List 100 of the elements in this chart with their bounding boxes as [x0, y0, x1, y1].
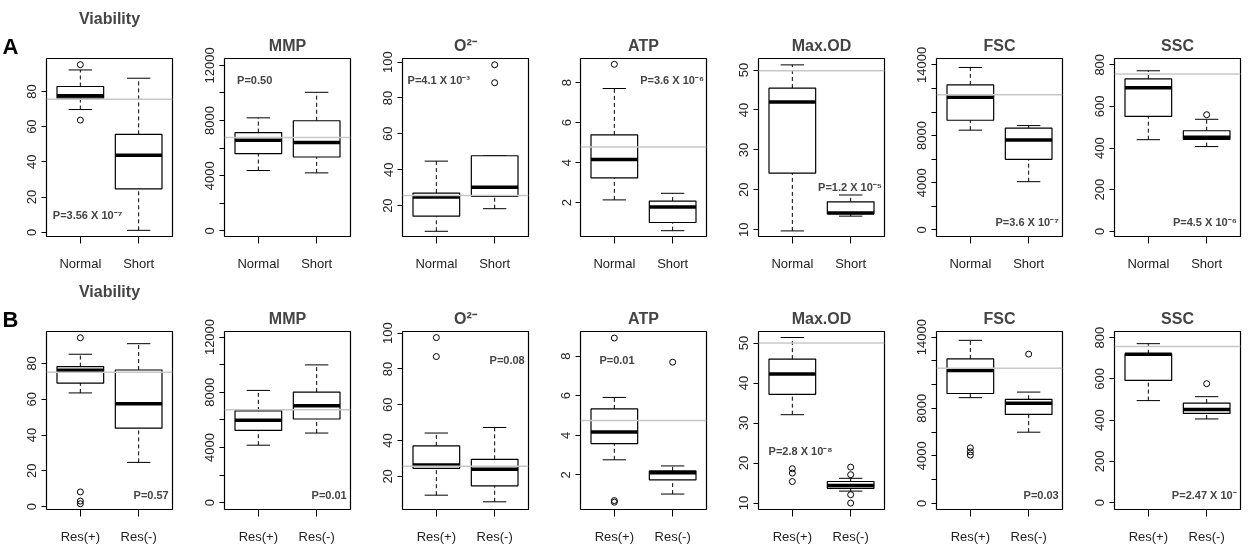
y-tick-label: 60: [24, 391, 40, 407]
x-tick-label: Normal: [1127, 255, 1170, 271]
y-tick-label: 2: [558, 198, 574, 207]
y-tick-label: 80: [380, 361, 396, 377]
x-tick-label: Res(+): [60, 528, 101, 544]
y-tick-label: 200: [1092, 178, 1108, 201]
y-tick-label: 4000: [914, 168, 930, 198]
y-tick-label: 50: [736, 335, 752, 351]
y-tick-label: 0: [914, 226, 930, 234]
x-tick-label: Res(-): [120, 528, 157, 544]
annotation: P=0.57: [133, 489, 169, 502]
chart-title: MMP: [268, 36, 307, 54]
x-tick-label: Short: [123, 255, 155, 271]
y-tick-label: 4: [558, 158, 574, 167]
y-tick-label: 400: [1092, 409, 1108, 432]
x-tick-label: Res(-): [654, 528, 691, 544]
y-tick-label: 6: [558, 392, 574, 400]
y-tick-label: 50: [736, 62, 752, 78]
chart-title: Max.OD: [791, 36, 852, 54]
y-tick-label: 60: [380, 126, 396, 142]
y-tick-label: 14000: [914, 319, 930, 356]
y-tick-label: 8000: [914, 121, 930, 151]
x-tick-label: Res(-): [832, 528, 869, 544]
annotation: P=3.6 X 10⁻⁷: [995, 216, 1060, 229]
annotation: P=4.1 X 10⁻³: [407, 73, 471, 86]
annotation: P=0.01: [311, 489, 347, 502]
y-tick-label: 80: [380, 90, 396, 106]
y-tick-label: 8: [558, 352, 574, 360]
x-tick-label: Res(-): [1010, 528, 1047, 544]
y-tick-label: 0: [1092, 227, 1108, 235]
x-tick-label: Res(+): [950, 528, 991, 544]
x-tick-label: Res(-): [476, 528, 513, 544]
y-tick-label: 20: [380, 198, 396, 213]
y-tick-label: 12000: [202, 47, 218, 84]
annotation: P=0.03: [1023, 489, 1059, 502]
y-tick-label: 8000: [202, 106, 218, 136]
annotation: P=0.01: [599, 353, 635, 366]
chart-title: O²⁻: [454, 36, 478, 54]
chart-title: Max.OD: [791, 309, 852, 327]
y-tick-label: 600: [1092, 95, 1108, 118]
y-tick-label: 4000: [202, 432, 218, 462]
annotation: P=1.2 X 10⁻⁵: [818, 180, 882, 193]
y-tick-label: 100: [380, 51, 396, 73]
annotation: P=4.5 X 10⁻⁶: [1172, 216, 1237, 229]
y-tick-label: 40: [24, 427, 40, 443]
y-tick-label: 30: [736, 415, 752, 431]
y-tick-label: 40: [380, 433, 396, 448]
y-tick-label: 40: [736, 375, 752, 391]
annotation: P=2.47 X 10⁻: [1171, 489, 1237, 502]
y-tick-label: 800: [1092, 53, 1108, 76]
chart-title: Viability: [78, 9, 141, 27]
annotation: P=3.56 X 10⁻⁷: [52, 209, 123, 222]
y-tick-label: 80: [24, 356, 40, 371]
x-tick-label: Normal: [771, 255, 814, 271]
y-tick-label: 6: [558, 118, 574, 127]
chart-title: MMP: [268, 309, 307, 327]
y-tick-label: 4000: [202, 161, 218, 191]
x-tick-label: Normal: [415, 255, 458, 271]
y-tick-label: 10: [736, 222, 752, 237]
y-tick-label: 20: [736, 455, 752, 471]
x-tick-label: Res(+): [238, 528, 279, 544]
y-tick-label: 0: [914, 499, 930, 507]
annotation: P=3.6 X 10⁻⁶: [640, 73, 704, 86]
y-tick-label: 200: [1092, 450, 1108, 473]
chart-title: SSC: [1161, 309, 1195, 327]
annotation: P=0.50: [237, 73, 273, 86]
y-tick-label: 0: [202, 227, 218, 235]
annotation: P=2.8 X 10⁻⁸: [768, 444, 833, 457]
y-tick-label: 600: [1092, 368, 1108, 390]
y-tick-label: 100: [380, 322, 396, 344]
y-tick-label: 80: [24, 84, 40, 99]
chart-title: Viability: [78, 282, 141, 300]
y-tick-label: 8000: [914, 393, 930, 423]
x-tick-label: Short: [479, 255, 511, 271]
y-tick-label: 8: [558, 78, 574, 87]
x-tick-label: Normal: [59, 255, 102, 271]
y-tick-label: 4: [558, 431, 574, 439]
y-tick-label: 10: [736, 495, 752, 511]
x-tick-label: Normal: [949, 255, 992, 271]
x-tick-label: Res(+): [1128, 528, 1169, 544]
chart-title: O²⁻: [454, 309, 478, 327]
y-tick-label: 12000: [202, 318, 218, 356]
y-tick-label: 30: [736, 142, 752, 158]
x-tick-label: Short: [657, 255, 689, 271]
x-tick-label: Normal: [593, 255, 636, 271]
x-tick-label: Short: [1191, 255, 1223, 271]
y-tick-label: 40: [24, 154, 40, 170]
x-tick-label: Res(+): [594, 528, 635, 544]
x-tick-label: Res(-): [298, 528, 335, 544]
x-tick-label: Normal: [237, 255, 280, 271]
y-tick-label: 0: [24, 228, 40, 236]
x-tick-label: Short: [1013, 255, 1045, 271]
chart-title: ATP: [628, 36, 660, 54]
y-tick-label: 20: [736, 182, 752, 198]
text: B: [2, 306, 19, 332]
x-tick-label: Res(+): [416, 528, 457, 544]
chart-title: FSC: [983, 36, 1016, 54]
x-tick-label: Res(+): [772, 528, 813, 544]
y-tick-label: 60: [380, 397, 396, 412]
y-tick-label: 20: [380, 469, 396, 484]
